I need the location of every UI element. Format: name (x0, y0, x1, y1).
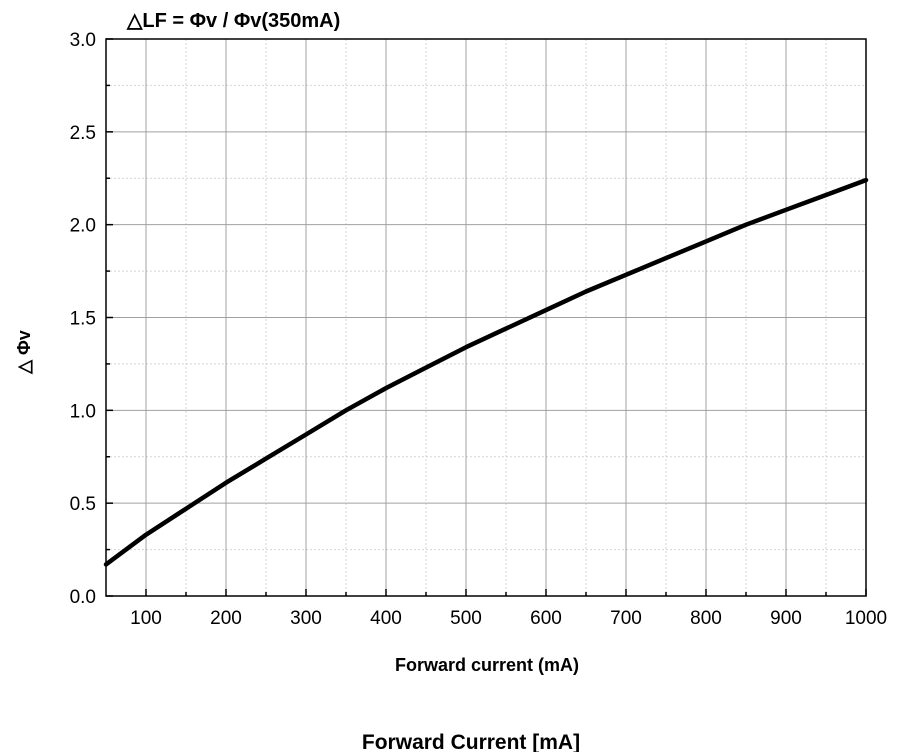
x-axis-label: Forward current (mA) (395, 655, 579, 675)
y-tick-label: 2.5 (70, 123, 96, 144)
x-tick-label: 300 (290, 608, 322, 629)
series-line (103, 177, 869, 567)
x-tick-label: 500 (450, 608, 482, 629)
x-tick-label: 800 (690, 608, 722, 629)
x-tick-label: 200 (210, 608, 242, 629)
x-tick-label: 1000 (845, 608, 887, 629)
y-tick-label: 2.0 (70, 216, 96, 237)
series-layer (103, 177, 869, 567)
chart-title: △LF = Φv / Φv(350mA) (126, 10, 340, 32)
footer-axis-label: Forward Current [mA] (362, 731, 580, 752)
grid (106, 39, 866, 596)
y-axis-label: △ Φv (14, 330, 34, 375)
y-tick-label: 1.0 (70, 401, 96, 422)
ticks (106, 38, 867, 597)
x-tick-label: 900 (770, 608, 802, 629)
x-tick-label: 600 (530, 608, 562, 629)
x-tick-label: 100 (130, 608, 162, 629)
plot-frame (105, 38, 867, 597)
y-tick-label: 3.0 (70, 30, 96, 51)
y-tick-label: 1.5 (70, 309, 96, 330)
tick-labels: 100 200 300 400 500 600 700 800 900 1000 0.0 0.5 1.0… (70, 30, 888, 629)
y-tick-label: 0.0 (70, 587, 96, 608)
y-tick-label: 0.5 (70, 494, 96, 515)
x-tick-label: 400 (370, 608, 402, 629)
x-tick-label: 700 (610, 608, 642, 629)
